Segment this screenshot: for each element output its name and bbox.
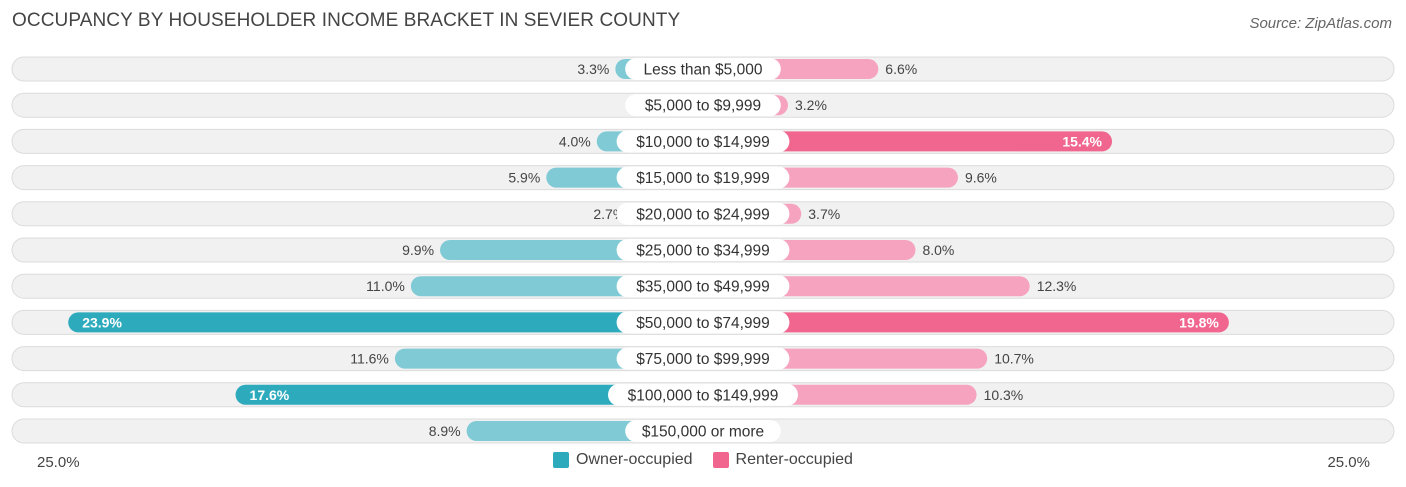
category-pill (616, 347, 790, 370)
legend-label-renter: Renter-occupied (735, 451, 853, 468)
renter-value-label: 3.2% (795, 97, 827, 113)
category-label: $15,000 to $19,999 (636, 170, 770, 187)
owner-value-label: 11.6% (350, 351, 389, 367)
renter-bar (703, 312, 1229, 333)
category-label: $150,000 or more (642, 424, 764, 441)
renter-bar (703, 131, 1113, 152)
category-pill (608, 383, 798, 406)
owner-bar (68, 312, 703, 333)
category-pill (616, 311, 790, 334)
legend: Owner-occupied Renter-occupied (0, 451, 1406, 469)
source-note: Source: ZipAtlas.com (1249, 15, 1392, 32)
owner-value-label: 3.3% (577, 61, 609, 77)
category-label: $25,000 to $34,999 (636, 243, 770, 260)
renter-value-label: 19.8% (1179, 314, 1219, 330)
category-pill (616, 275, 790, 298)
category-label: Less than $5,000 (644, 62, 763, 79)
owner-value-label: 23.9% (82, 314, 122, 330)
renter-value-label: 8.0% (922, 242, 954, 258)
category-pill (625, 58, 781, 80)
renter-value-label: 15.4% (1062, 133, 1102, 149)
legend-item-owner[interactable]: Owner-occupied (553, 451, 693, 469)
category-label: $20,000 to $24,999 (636, 206, 770, 223)
renter-value-label: 3.7% (808, 206, 840, 222)
renter-value-label: 12.3% (1037, 278, 1077, 294)
owner-bar (235, 384, 703, 405)
legend-label-owner: Owner-occupied (576, 451, 693, 468)
owner-value-label: 5.9% (508, 170, 540, 186)
axis-left-label: 25.0% (37, 454, 80, 471)
category-pill (616, 130, 790, 153)
renter-value-label: 6.6% (885, 61, 917, 77)
category-label: $5,000 to $9,999 (645, 98, 761, 115)
owner-value-label: 8.9% (429, 423, 461, 439)
category-pill (625, 94, 781, 117)
owner-value-label: 9.9% (402, 242, 434, 258)
category-pill (616, 166, 790, 189)
chart-title: OCCUPANCY BY HOUSEHOLDER INCOME BRACKET … (12, 10, 681, 31)
legend-swatch-renter (712, 452, 729, 468)
legend-item-renter[interactable]: Renter-occupied (712, 451, 853, 469)
owner-value-label: 4.0% (559, 133, 591, 149)
category-label: $10,000 to $14,999 (636, 134, 770, 151)
axis-right-label: 25.0% (1327, 454, 1370, 471)
category-label: $35,000 to $49,999 (636, 279, 770, 296)
legend-swatch-owner (553, 452, 570, 468)
owner-value-label: 2.7% (593, 206, 625, 222)
renter-value-label: 10.3% (984, 387, 1024, 403)
renter-value-label: 10.7% (994, 351, 1034, 367)
category-pill (625, 420, 781, 442)
category-label: $100,000 to $149,999 (628, 387, 779, 404)
owner-value-label: 17.6% (250, 387, 290, 403)
renter-value-label: 9.6% (965, 170, 997, 186)
category-pill (616, 239, 790, 261)
category-pill (616, 202, 790, 225)
owner-value-label: 11.0% (366, 278, 405, 294)
category-label: $50,000 to $74,999 (636, 315, 770, 332)
category-label: $75,000 to $99,999 (636, 351, 770, 368)
